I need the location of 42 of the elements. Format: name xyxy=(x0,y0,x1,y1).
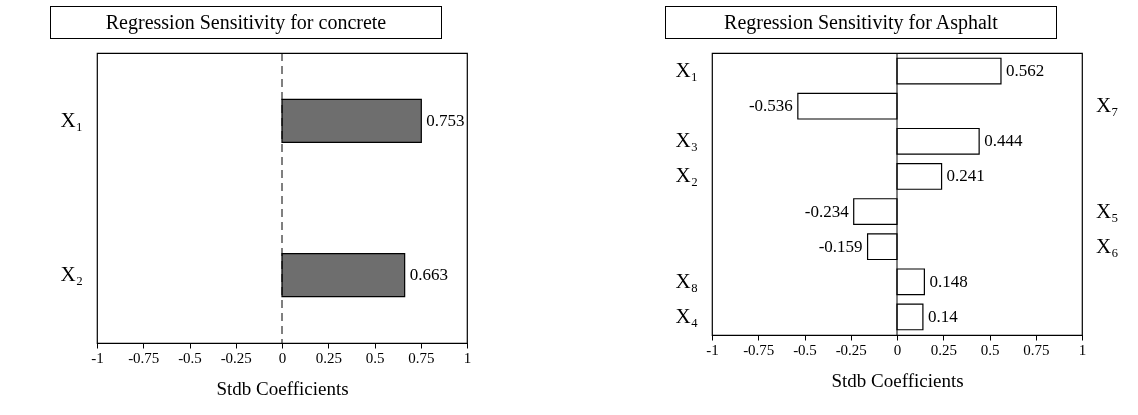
y-tick-label: X₄ xyxy=(675,303,698,328)
x-tick-label: -0.75 xyxy=(743,341,775,358)
y-tick-label: X₆ xyxy=(1096,233,1119,258)
x-tick-label: 0.5 xyxy=(365,349,385,366)
data-label: 0.444 xyxy=(984,131,1023,151)
x-tick-label: 0.75 xyxy=(408,349,435,366)
y-tick-label: X₅ xyxy=(1096,198,1119,223)
chart-title: Regression Sensitivity for Asphalt xyxy=(665,6,1057,39)
chart-title: Regression Sensitivity for concrete xyxy=(50,6,442,39)
data-label: -0.234 xyxy=(804,201,850,221)
x-axis-title: Stdb Coefficients xyxy=(831,369,964,391)
x-tick-label: 0.25 xyxy=(930,341,957,358)
y-tick-label: X₇ xyxy=(1096,93,1119,118)
data-label: -0.159 xyxy=(818,236,863,256)
x-tick-label: 0.25 xyxy=(315,349,342,366)
x-tick-label: 0.75 xyxy=(1023,341,1050,358)
y-tick-label: X₁ xyxy=(60,107,83,132)
x-tick-label: 0 xyxy=(893,341,902,358)
y-tick-label: X₈ xyxy=(675,268,698,293)
x-tick-label: -0.5 xyxy=(793,341,817,358)
data-label: 0.14 xyxy=(927,306,959,326)
y-tick-label: X₁ xyxy=(675,58,698,83)
x-tick-label: -0.25 xyxy=(220,349,252,366)
y-tick-label: X₃ xyxy=(675,128,698,153)
x-tick-label: -0.25 xyxy=(835,341,867,358)
x-tick-label: -0.75 xyxy=(128,349,160,366)
data-label: 0.148 xyxy=(929,271,968,291)
y-tick-label: X₂ xyxy=(675,163,698,188)
x-tick-label: -1 xyxy=(706,341,719,358)
x-tick-label: 1 xyxy=(463,349,472,366)
x-tick-label: 0.5 xyxy=(980,341,1000,358)
data-label: -0.536 xyxy=(748,96,793,116)
data-label: 0.562 xyxy=(1005,61,1045,81)
x-tick-label: -1 xyxy=(91,349,104,366)
x-axis-title: Stdb Coefficients xyxy=(216,377,349,399)
y-tick-label: X₂ xyxy=(60,262,83,287)
data-label: 0.241 xyxy=(946,166,985,186)
x-tick-label: 0 xyxy=(278,349,287,366)
x-tick-label: -0.5 xyxy=(178,349,202,366)
x-tick-label: 1 xyxy=(1078,341,1087,358)
data-label: 0.663 xyxy=(409,265,448,285)
data-label: 0.753 xyxy=(426,110,465,130)
